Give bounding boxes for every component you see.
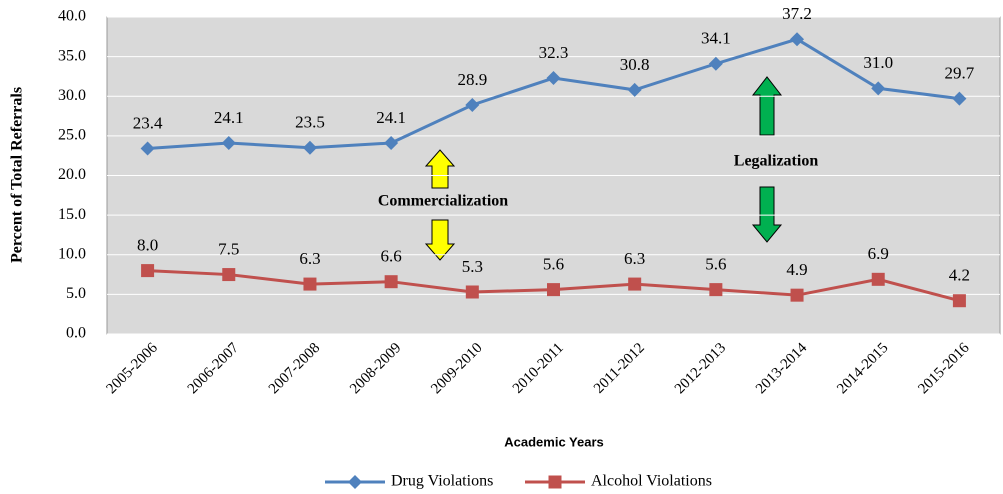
y-tick-label: 5.0: [66, 285, 86, 302]
marker: [627, 82, 642, 97]
marker: [140, 141, 155, 156]
data-label: 34.1: [701, 29, 731, 48]
y-tick-label: 15.0: [58, 206, 86, 223]
y-tick-label: 35.0: [58, 47, 86, 64]
marker: [465, 285, 479, 299]
data-label: 23.4: [133, 113, 163, 132]
y-tick-label: 0.0: [66, 325, 86, 342]
data-label: 5.6: [543, 255, 564, 274]
series: 8.0 7.5 6.3 6.6 5.3 5.6 6.3 5.6 4.9 6.9 4.2: [137, 236, 970, 308]
data-label: 5.3: [462, 257, 483, 276]
data-label: 29.7: [945, 64, 975, 83]
x-tick-label: 2015-2016: [915, 340, 973, 398]
arrow-up: [424, 149, 456, 189]
data-label: 4.2: [949, 266, 970, 285]
data-label: 28.9: [457, 70, 487, 89]
y-axis-label: Percent of Total Referrals: [9, 87, 26, 263]
marker: [952, 91, 967, 106]
data-label: 6.6: [381, 247, 402, 266]
data-label: 4.9: [786, 260, 807, 279]
x-tick-label: 2008-2009: [347, 340, 404, 397]
x-tick-label: 2006-2007: [185, 340, 243, 398]
data-label: 31.0: [863, 53, 893, 72]
arrow-down: [751, 186, 783, 243]
marker: [222, 268, 236, 282]
data-label: 24.1: [214, 108, 244, 127]
legend-marker: [348, 475, 362, 489]
marker: [221, 136, 236, 151]
marker: [546, 71, 561, 86]
x-tick-label: 2012-2013: [672, 340, 729, 397]
data-label: 23.5: [295, 113, 325, 132]
x-axis-label: Academic Years: [504, 434, 604, 449]
y-tick-label: 10.0: [58, 245, 86, 262]
marker: [790, 32, 805, 47]
data-label: 8.0: [137, 236, 158, 255]
data-label: 6.9: [868, 244, 889, 263]
marker: [708, 56, 723, 71]
marker: [465, 97, 480, 112]
arrow-down: [424, 219, 456, 261]
arrows: [424, 76, 783, 261]
arrow-up: [751, 76, 783, 136]
data-label: 7.5: [218, 239, 239, 258]
x-tick-label: 2011-2012: [591, 340, 648, 397]
x-tick-label: 2007-2008: [266, 340, 323, 397]
x-tick-label: 2009-2010: [428, 340, 485, 397]
marker: [302, 140, 317, 155]
marker: [871, 272, 885, 286]
marker: [871, 81, 886, 96]
legend-marker: [548, 475, 562, 489]
x-tick-label: 2010-2011: [510, 340, 567, 397]
marker: [547, 283, 560, 297]
data-label: 24.1: [376, 108, 406, 127]
legend-label: Drug Violations: [391, 473, 493, 490]
x-tick-label: 2005-2006: [104, 340, 162, 398]
data-label: 5.6: [705, 255, 726, 274]
y-tick-label: 40.0: [58, 8, 86, 25]
y-tick-label: 30.0: [58, 87, 86, 104]
marker: [141, 264, 155, 278]
series: 23.4 24.1 23.5 24.1 28.9 32.3 30.8 34.1 37.2 31.0…: [133, 4, 975, 156]
data-label: 6.3: [624, 249, 645, 268]
data-label: 6.3: [299, 249, 320, 268]
x-tick-label: 2014-2015: [834, 340, 891, 397]
y-tick-label: 20.0: [58, 166, 86, 183]
marker: [628, 277, 642, 291]
annotation: Commercialization: [378, 193, 508, 210]
y-tick-label: 25.0: [58, 127, 86, 144]
legend-label: Alcohol Violations: [591, 473, 712, 490]
marker: [384, 136, 399, 151]
annotation: Legalization: [734, 153, 819, 170]
x-tick-label: 2013-2014: [753, 340, 811, 398]
data-label: 37.2: [782, 4, 812, 23]
data-label: 30.8: [620, 55, 650, 74]
marker: [790, 288, 804, 302]
marker: [384, 275, 398, 289]
marker: [952, 294, 966, 308]
data-label: 32.3: [539, 43, 569, 62]
marker: [709, 283, 723, 297]
marker: [303, 277, 317, 291]
